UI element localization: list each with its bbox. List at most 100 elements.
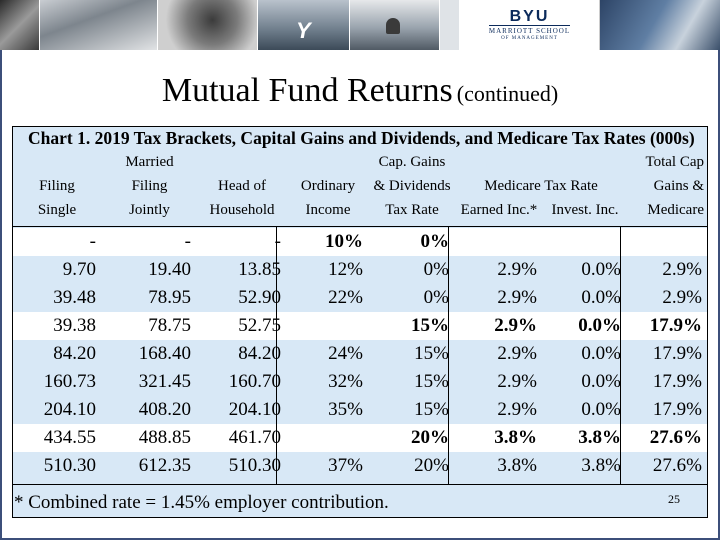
banner-spacer (440, 0, 460, 50)
banner-photo-2 (40, 0, 158, 50)
table-cell: 15% (369, 312, 455, 340)
byu-logo: BYU MARRIOTT SCHOOL OF MANAGEMENT (460, 0, 600, 50)
table-cell: 612.35 (102, 452, 197, 480)
table-cell: 0% (369, 228, 455, 256)
table-cell: 52.90 (197, 284, 287, 312)
banner-photo-city (600, 0, 720, 50)
slide-title: Mutual Fund Returns (continued) (0, 72, 720, 110)
table-cell (627, 228, 708, 256)
table-cell: 2.9% (455, 256, 543, 284)
page-number: 25 (668, 492, 680, 506)
table-cell: 17.9% (627, 396, 708, 424)
banner-photo-mountain: Y (258, 0, 350, 50)
table-cell: 2.9% (455, 312, 543, 340)
table-row: 204.10 408.20 204.10 35% 15% 2.9% 0.0% 17.9% (12, 396, 708, 424)
table-cell: 321.45 (102, 368, 197, 396)
table-cell: 2.9% (455, 284, 543, 312)
header-medicare: Medicare Tax Rate (484, 178, 598, 194)
header-capgains-1: Cap. Gains (378, 154, 446, 170)
table-cell: 0.0% (543, 284, 627, 312)
header-taxrate: Tax Rate (385, 202, 439, 218)
header-total-3: Medicare (647, 202, 704, 218)
banner-photo-bell (350, 0, 440, 50)
slide-frame (0, 50, 720, 540)
table-cell: 2.9% (455, 368, 543, 396)
header-invest: Invest. Inc. (551, 202, 619, 218)
table-cell: 39.38 (12, 312, 102, 340)
header-filing: Filing (39, 178, 75, 194)
table-cell: 0.0% (543, 312, 627, 340)
table-cell: 510.30 (12, 452, 102, 480)
table-cell: 0.0% (543, 256, 627, 284)
table-row: 39.38 78.75 52.75 15% 2.9% 0.0% 17.9% (12, 312, 708, 340)
col-line-3 (276, 226, 277, 484)
table-cell (455, 228, 543, 256)
table-cell: 15% (369, 340, 455, 368)
table-cell: 0.0% (543, 368, 627, 396)
table-cell: 39.48 (12, 284, 102, 312)
table-row: 84.20 168.40 84.20 24% 15% 2.9% 0.0% 17.9% (12, 340, 708, 368)
logo-school-text: MARRIOTT SCHOOL (488, 24, 571, 35)
table-cell: 3.8% (455, 424, 543, 452)
header-ordinary: Ordinary (300, 178, 356, 194)
col-line-7 (620, 226, 621, 484)
table-cell: 78.75 (102, 312, 197, 340)
footer-divider (12, 484, 708, 485)
table-cell: 84.20 (12, 340, 102, 368)
table-cell: 84.20 (197, 340, 287, 368)
table-cell: 22% (287, 284, 369, 312)
table-cell: 24% (287, 340, 369, 368)
table-cell: - (102, 228, 197, 256)
table-cell: 17.9% (627, 368, 708, 396)
table-cell: 160.73 (12, 368, 102, 396)
header-jointly: Jointly (129, 202, 170, 218)
table-row: 39.48 78.95 52.90 22% 0% 2.9% 0.0% 2.9% (12, 284, 708, 312)
table-cell: 35% (287, 396, 369, 424)
table-cell: 2.9% (627, 284, 708, 312)
table-row: 160.73 321.45 160.70 32% 15% 2.9% 0.0% 17.9% (12, 368, 708, 396)
header-income: Income (305, 202, 351, 218)
header-married-filing: Filing (131, 178, 168, 194)
table-cell: 2.9% (627, 256, 708, 284)
table-cell: 204.10 (12, 396, 102, 424)
table-cell: 27.6% (627, 452, 708, 480)
table-cell: 27.6% (627, 424, 708, 452)
table-cell (287, 312, 369, 340)
table-cell: 2.9% (455, 396, 543, 424)
footnote: * Combined rate = 1.45% employer contrib… (14, 492, 389, 513)
col-line-5 (448, 226, 449, 484)
table-row: 434.55 488.85 461.70 20% 3.8% 3.8% 27.6% (12, 424, 708, 452)
table-cell: 160.70 (197, 368, 287, 396)
table-cell: 52.75 (197, 312, 287, 340)
table-cell: 19.40 (102, 256, 197, 284)
header-single: Single (37, 202, 77, 218)
table-cell: 17.9% (627, 312, 708, 340)
table-cell: 0% (369, 256, 455, 284)
header-total-1: Total Cap (645, 154, 704, 170)
table-row: 9.70 19.40 13.85 12% 0% 2.9% 0.0% 2.9% (12, 256, 708, 284)
table-cell: 9.70 (12, 256, 102, 284)
table-cell: 168.40 (102, 340, 197, 368)
chart-title: Chart 1. 2019 Tax Brackets, Capital Gain… (28, 128, 695, 148)
table-row: 510.30 612.35 510.30 37% 20% 3.8% 3.8% 27.6% (12, 452, 708, 480)
table-header: Married Cap. Gains Total Cap Filing Fili… (12, 150, 708, 228)
bell-icon (386, 18, 400, 34)
table-cell: 12% (287, 256, 369, 284)
table-cell: 15% (369, 368, 455, 396)
table-cell: 37% (287, 452, 369, 480)
table-cell: 461.70 (197, 424, 287, 452)
table-cell: 17.9% (627, 340, 708, 368)
table-cell: 32% (287, 368, 369, 396)
table-cell: 20% (369, 452, 455, 480)
table-cell: 13.85 (197, 256, 287, 284)
table-cell: 0% (369, 284, 455, 312)
table-cell: - (197, 228, 287, 256)
table-cell: 0.0% (543, 340, 627, 368)
title-main: Mutual Fund Returns (161, 72, 453, 109)
header-headof: Head of (218, 178, 266, 194)
table-cell: 3.8% (455, 452, 543, 480)
table-cell: 3.8% (543, 424, 627, 452)
table-cell (543, 228, 627, 256)
banner-photo-statue (158, 0, 258, 50)
y-mountain-icon: Y (296, 18, 311, 43)
